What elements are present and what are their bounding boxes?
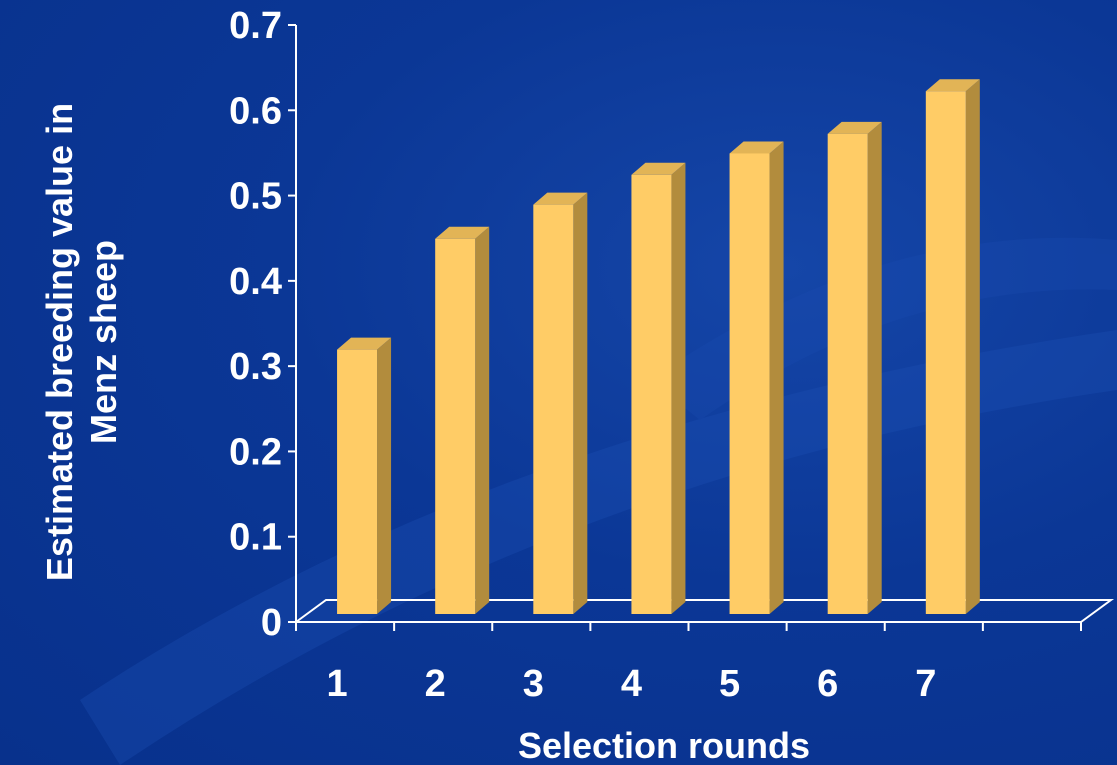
bar xyxy=(729,153,770,614)
bar xyxy=(631,174,672,614)
bar-side xyxy=(965,79,980,615)
x-tick-label: 3 xyxy=(523,663,544,705)
bar-side xyxy=(573,192,588,614)
bar xyxy=(533,204,574,614)
bar-top xyxy=(827,121,882,134)
x-tick-label: 7 xyxy=(915,663,936,705)
y-tick-label: 0.2 xyxy=(229,431,282,473)
x-axis-title: Selection rounds xyxy=(518,725,810,765)
bar-side xyxy=(475,226,490,614)
y-tick-label: 0.4 xyxy=(229,261,282,303)
bar-top xyxy=(337,337,392,350)
bar xyxy=(827,133,868,614)
x-tick-label: 1 xyxy=(326,663,347,705)
bar-side xyxy=(671,162,686,614)
bar-top xyxy=(631,162,686,175)
bar xyxy=(337,349,378,614)
y-axis-title: Estimated breeding value in Menz sheep xyxy=(39,103,124,581)
y-axis-title-line-2: Menz sheep xyxy=(83,240,124,444)
bar-side xyxy=(377,337,392,614)
y-tick-label: 0.1 xyxy=(229,517,282,559)
bar-side xyxy=(769,141,784,614)
bar-top xyxy=(729,141,784,154)
floor-outline xyxy=(295,599,1115,623)
bar-top xyxy=(435,226,490,239)
bar-top xyxy=(533,192,588,205)
x-tick-label: 4 xyxy=(621,663,642,705)
y-axis-title-line-1: Estimated breeding value in xyxy=(39,103,80,581)
plot-area: 0 0.1 0.2 0.3 0.4 0.5 0.6 0.7 1 2 3 4 5 6 7 xyxy=(229,5,1115,705)
bar xyxy=(925,91,966,615)
y-tick-label: 0.7 xyxy=(229,5,282,47)
bar-side xyxy=(867,121,882,614)
y-tick-label: 0 xyxy=(261,602,282,644)
y-tick-label: 0.5 xyxy=(229,176,282,218)
x-tick-label: 2 xyxy=(425,663,446,705)
y-tick-label: 0.3 xyxy=(229,346,282,388)
bar-top xyxy=(925,79,980,92)
x-tick-label: 6 xyxy=(817,663,838,705)
y-tick-label: 0.6 xyxy=(229,90,282,132)
bar xyxy=(435,238,476,614)
x-tick-label: 5 xyxy=(719,663,740,705)
